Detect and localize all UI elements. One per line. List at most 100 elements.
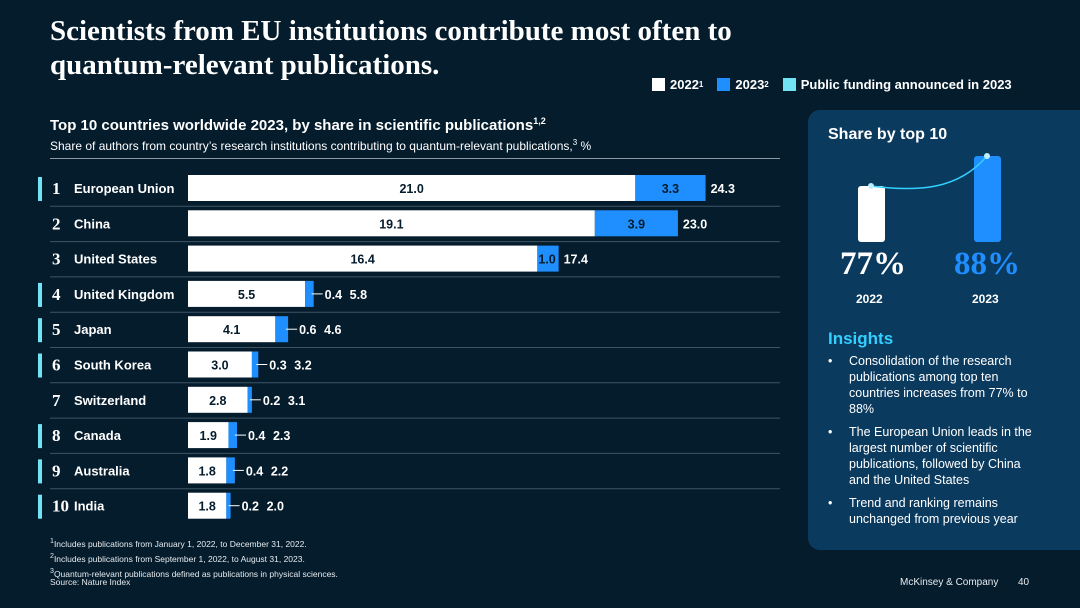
rank-label: 4 (52, 285, 61, 304)
rank-label: 3 (52, 250, 61, 269)
bar-2023 (251, 351, 259, 378)
bar-2022 (188, 457, 227, 484)
value-label-2023: 3.3 (662, 182, 679, 196)
rank-label: 9 (52, 461, 61, 480)
bar-2023 (635, 175, 706, 201)
value-label-2023: 1.0 (538, 253, 555, 267)
bar-2023 (226, 492, 231, 519)
bar-chart: 1 European Union 21.0 3.3 24.3 2 China 19.1 3.9 2… (38, 175, 780, 519)
funding-marker (38, 494, 42, 519)
rank-label: 2 (52, 214, 61, 233)
chart-subtitle-sup: 3 (572, 138, 578, 147)
bar-2022 (188, 492, 227, 519)
legend-label-2022: 2022 (670, 77, 699, 92)
footnote-text-3: Quantum-relevant publications defined as… (53, 568, 338, 579)
legend: 2022 1 2023 2 Public funding announced in … (652, 77, 1026, 92)
rank-label: 6 (52, 356, 61, 375)
funding-marker (38, 177, 42, 201)
bar-2023 (228, 422, 237, 449)
bar-2023 (594, 210, 678, 237)
rank-label: 10 (52, 497, 69, 516)
insights-list: Consolidation of the research publicatio… (828, 353, 1033, 534)
footnote-text-1: Includes publications from January 1, 20… (53, 538, 307, 549)
value-label-2023: 0.3 (269, 359, 286, 373)
share-point-2023 (984, 153, 990, 159)
legend-swatch-2023 (717, 78, 731, 91)
value-label-2022: 19.1 (379, 217, 403, 231)
value-label-2022: 16.4 (350, 253, 374, 267)
rank-label: 1 (52, 179, 61, 198)
value-label-2022: 3.0 (211, 359, 228, 373)
value-label-2023: 0.4 (325, 288, 342, 302)
value-label-2022: 5.5 (238, 288, 255, 302)
source-note: Source: Nature Index (50, 577, 131, 587)
footnote-2: 2Includes publications from September 1,… (50, 550, 338, 565)
category-label: South Korea (74, 358, 152, 373)
bar-2022 (188, 280, 306, 307)
bar-2022 (188, 245, 538, 272)
bar-2023 (247, 386, 252, 413)
bar-2022 (188, 351, 252, 378)
value-label-2023: 3.9 (628, 217, 645, 231)
total-label: 4.6 (324, 323, 341, 337)
total-label: 5.8 (350, 288, 367, 302)
legend-swatch-2022 (652, 78, 665, 91)
legend-item-2022: 2022 1 (652, 77, 703, 92)
rank-label: 7 (52, 391, 61, 410)
bar-2023 (226, 457, 235, 484)
category-label: Australia (74, 463, 130, 478)
category-label: United States (74, 252, 157, 267)
value-label-2022: 21.0 (399, 182, 423, 196)
legend-sup-2023: 2 (764, 80, 769, 89)
chart-top-rule (50, 158, 780, 159)
insight-item: Consolidation of the research publicatio… (828, 353, 1033, 417)
insight-item: The European Union leads in the largest … (828, 424, 1033, 488)
share-bar-2023 (974, 156, 1001, 242)
bar-2022 (188, 175, 636, 201)
legend-label-funding: Public funding announced in 2023 (800, 77, 1012, 92)
value-label-2023: 0.6 (299, 323, 316, 337)
insights-title: Insights (828, 329, 894, 348)
bar-2023 (305, 280, 314, 307)
legend-sup-2022: 1 (698, 80, 704, 89)
total-label: 17.4 (564, 253, 588, 267)
legend-swatch-funding (782, 78, 796, 91)
bar-2022 (188, 422, 229, 449)
footnote-text-2: Includes publications from September 1, … (53, 553, 305, 564)
page-title: Scientists from EU institutions contribu… (50, 15, 732, 81)
rank-label: 8 (52, 426, 61, 445)
brand-name: McKinsey & Company (900, 577, 999, 588)
chart-subtitle: Share of authors from country’s research… (50, 138, 591, 153)
value-label-2022: 2.8 (209, 394, 226, 408)
category-label: India (74, 499, 105, 514)
funding-marker (38, 424, 42, 449)
value-label-2023: 0.2 (263, 394, 280, 408)
chart-subtitle-text: Share of authors from country’s research… (50, 139, 573, 153)
chart-title-text: Top 10 countries worldwide 2023, by shar… (50, 117, 534, 134)
share-mini-chart (858, 153, 1001, 242)
category-label: Japan (74, 322, 112, 337)
category-label: China (74, 216, 111, 231)
footnote-mark-1: 1 (50, 537, 54, 545)
footnote-mark-3: 3 (50, 566, 54, 575)
value-label-2022: 1.9 (200, 429, 217, 443)
category-label: United Kingdom (74, 287, 174, 302)
value-label-2022: 1.8 (198, 500, 215, 514)
share-point-2022 (868, 183, 874, 189)
value-label-2023: 0.4 (248, 429, 265, 443)
footnote-3: 3Quantum-relevant publications defined a… (50, 565, 338, 580)
category-label: Canada (74, 428, 122, 443)
legend-label-2023: 2023 (735, 77, 765, 92)
chart-subtitle-unit: % (577, 139, 592, 153)
bar-2023 (537, 245, 559, 272)
bar-2022 (188, 386, 248, 413)
chart-title-sup: 1,2 (533, 116, 546, 126)
side-panel: Share by top 10 77% 88% 2022 2023 Insigh… (808, 110, 1080, 550)
total-label: 24.3 (711, 182, 735, 196)
total-label: 23.0 (683, 217, 707, 231)
funding-marker (38, 353, 42, 378)
rank-label: 5 (52, 320, 61, 339)
bar-2023 (275, 316, 289, 343)
share-panel-title: Share by top 10 (828, 126, 948, 143)
category-label: European Union (74, 181, 174, 196)
